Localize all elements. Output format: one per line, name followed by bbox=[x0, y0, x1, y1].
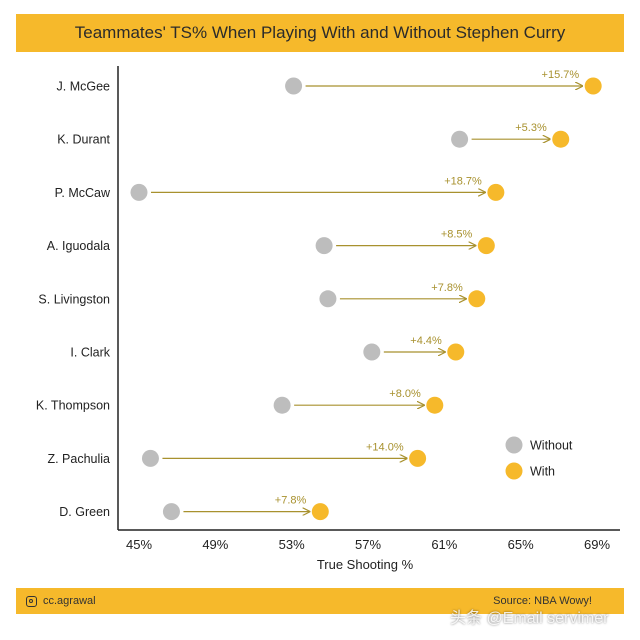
x-tick-label: 57% bbox=[355, 537, 381, 552]
with-point bbox=[447, 343, 465, 361]
diff-label: +8.5% bbox=[441, 229, 473, 241]
diff-label: +14.0% bbox=[366, 441, 404, 453]
category-label: I. Clark bbox=[70, 346, 110, 360]
with-point bbox=[468, 290, 486, 308]
x-tick-label: 49% bbox=[202, 537, 228, 552]
with-point bbox=[409, 449, 427, 467]
diff-label: +4.4% bbox=[410, 335, 442, 347]
footer-source-text: Source: NBA Wowy! bbox=[493, 595, 592, 607]
with-point bbox=[552, 130, 570, 148]
without-point bbox=[315, 237, 333, 255]
x-axis-label: True Shooting % bbox=[317, 557, 414, 572]
x-tick-label: 61% bbox=[431, 537, 457, 552]
category-label: A. Iguodala bbox=[47, 239, 110, 253]
without-point bbox=[141, 449, 159, 467]
footer-handle-group: cc.agrawal bbox=[26, 588, 96, 614]
with-point bbox=[426, 396, 444, 414]
legend-label: Without bbox=[530, 439, 573, 453]
diff-label: +7.8% bbox=[431, 282, 463, 294]
chart-title: Teammates' TS% When Playing With and Wit… bbox=[74, 23, 566, 42]
category-label: Z. Pachulia bbox=[47, 452, 110, 466]
footer-handle: cc.agrawal bbox=[43, 595, 96, 607]
without-point bbox=[273, 396, 291, 414]
diff-label: +7.8% bbox=[275, 495, 307, 507]
without-point bbox=[319, 290, 337, 308]
chart-title-bar: Teammates' TS% When Playing With and Wit… bbox=[16, 14, 624, 52]
with-point bbox=[584, 77, 602, 95]
x-tick-label: 69% bbox=[584, 537, 610, 552]
watermark: 头条 @Email servimer bbox=[450, 610, 609, 627]
diff-label: +8.0% bbox=[389, 388, 421, 400]
without-point bbox=[363, 343, 381, 361]
legend-label: With bbox=[530, 465, 555, 479]
instagram-icon bbox=[26, 595, 37, 607]
legend-marker bbox=[505, 462, 523, 480]
without-point bbox=[162, 503, 180, 521]
x-tick-label: 53% bbox=[279, 537, 305, 552]
x-tick-label: 65% bbox=[508, 537, 534, 552]
x-tick-label: 45% bbox=[126, 537, 152, 552]
category-label: P. McCaw bbox=[55, 186, 111, 200]
footer-source: Source: NBA Wowy! bbox=[493, 588, 592, 614]
with-point bbox=[311, 503, 329, 521]
without-point bbox=[130, 183, 148, 201]
category-label: K. Durant bbox=[57, 133, 110, 147]
category-label: D. Green bbox=[59, 505, 110, 519]
diff-label: +5.3% bbox=[515, 122, 547, 134]
legend-marker bbox=[505, 436, 523, 454]
category-label: J. McGee bbox=[57, 80, 111, 94]
footer-bar: cc.agrawal Source: NBA Wowy! bbox=[16, 588, 624, 614]
diff-label: +18.7% bbox=[444, 175, 482, 187]
with-point bbox=[487, 183, 505, 201]
without-point bbox=[285, 77, 303, 95]
diff-label: +15.7% bbox=[542, 69, 580, 81]
category-label: S. Livingston bbox=[38, 292, 110, 306]
without-point bbox=[451, 130, 469, 148]
with-point bbox=[477, 237, 495, 255]
category-label: K. Thompson bbox=[36, 399, 110, 413]
